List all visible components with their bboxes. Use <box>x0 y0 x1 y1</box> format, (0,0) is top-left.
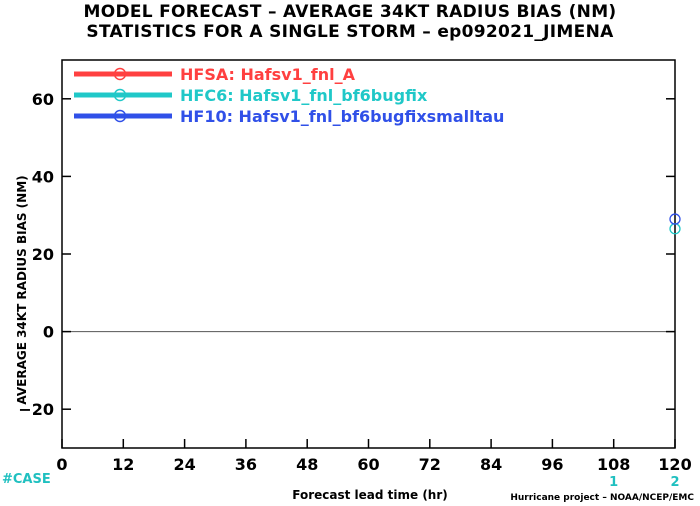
x-tick-label: 12 <box>112 455 134 474</box>
legend-marker-hfc6 <box>113 88 127 102</box>
chart-title: MODEL FORECAST – AVERAGE 34KT RADIUS BIA… <box>83 2 617 22</box>
case-count-value: 2 <box>670 475 679 490</box>
x-tick-label: 108 <box>597 455 630 474</box>
x-axis-label: Forecast lead time (hr) <box>292 488 448 502</box>
x-tick-label: 72 <box>419 455 441 474</box>
y-tick-label: 20 <box>32 245 54 264</box>
y-tick-label: 0 <box>43 323 54 342</box>
data-point-hf10 <box>669 213 681 225</box>
x-tick-label: 60 <box>357 455 379 474</box>
chart-subtitle: STATISTICS FOR A SINGLE STORM – ep092021… <box>86 22 614 42</box>
x-tick-label: 36 <box>235 455 257 474</box>
case-count-value: 1 <box>609 475 618 490</box>
y-tick-label: 60 <box>32 90 54 109</box>
credit-text: Hurricane project – NOAA/NCEP/EMC <box>510 493 694 503</box>
legend-marker-hf10 <box>113 109 127 123</box>
legend-marker-hfsa <box>113 67 127 81</box>
y-tick-label: 40 <box>32 167 54 186</box>
case-count-label: #CASE <box>2 472 51 487</box>
x-tick-label: 96 <box>541 455 563 474</box>
x-tick-label: 120 <box>658 455 691 474</box>
legend-label-hfsa: HFSA: Hafsv1_fnl_A <box>180 65 356 84</box>
x-tick-label: 0 <box>56 455 67 474</box>
x-tick-label: 24 <box>173 455 195 474</box>
legend-label-hfc6: HFC6: Hafsv1_fnl_bf6bugfix <box>180 86 428 105</box>
x-tick-label: 48 <box>296 455 318 474</box>
x-tick-label: 84 <box>480 455 502 474</box>
y-tick-label: −20 <box>18 400 54 419</box>
y-axis-label: AVERAGE 34KT RADIUS BIAS (NM) <box>15 175 29 405</box>
legend-label-hf10: HF10: Hafsv1_fnl_bf6bugfixsmalltau <box>180 107 504 126</box>
